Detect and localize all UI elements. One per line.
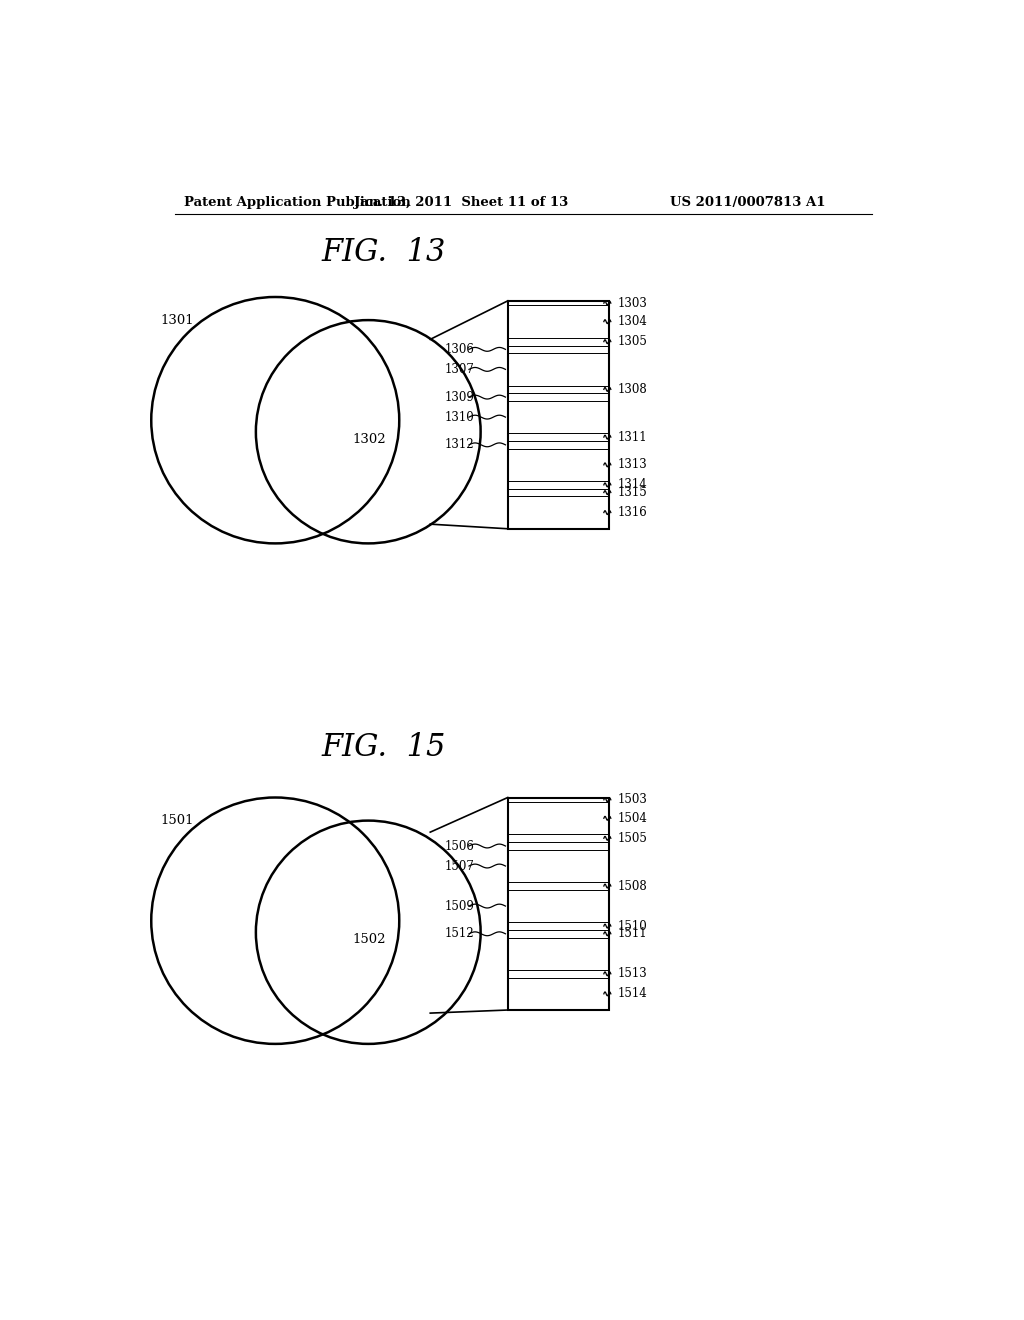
Text: 1505: 1505 — [617, 832, 647, 845]
Text: 1309: 1309 — [444, 391, 474, 404]
Text: 1502: 1502 — [352, 933, 386, 946]
Bar — [508, 929, 608, 937]
Text: FIG.  13: FIG. 13 — [322, 236, 446, 268]
Bar — [508, 937, 608, 970]
Text: 1501: 1501 — [161, 814, 195, 828]
Text: Jan. 13, 2011  Sheet 11 of 13: Jan. 13, 2011 Sheet 11 of 13 — [354, 195, 568, 209]
Text: 1308: 1308 — [617, 383, 647, 396]
Text: 1513: 1513 — [617, 968, 647, 981]
Bar — [508, 488, 608, 496]
Text: FIG.  15: FIG. 15 — [322, 733, 446, 763]
Text: 1315: 1315 — [617, 486, 647, 499]
Bar — [508, 441, 608, 449]
Text: 1311: 1311 — [617, 430, 647, 444]
Bar — [508, 393, 608, 401]
Text: Patent Application Publication: Patent Application Publication — [183, 195, 411, 209]
Text: US 2011/0007813 A1: US 2011/0007813 A1 — [671, 195, 826, 209]
Bar — [508, 834, 608, 842]
Bar — [508, 480, 608, 488]
Bar — [508, 385, 608, 393]
Text: 1307: 1307 — [444, 363, 474, 376]
Bar — [508, 978, 608, 1010]
Text: 1310: 1310 — [444, 411, 474, 424]
Bar — [508, 803, 608, 834]
Bar — [508, 338, 608, 346]
Text: 1512: 1512 — [444, 927, 474, 940]
Text: 1302: 1302 — [352, 433, 386, 446]
Text: 1312: 1312 — [444, 438, 474, 451]
Bar — [508, 354, 608, 385]
Bar — [508, 882, 608, 890]
Text: 1305: 1305 — [617, 335, 647, 348]
Bar — [508, 496, 608, 529]
Text: 1303: 1303 — [617, 297, 647, 310]
Text: 1507: 1507 — [444, 859, 474, 873]
Bar — [508, 346, 608, 354]
Text: 1510: 1510 — [617, 920, 647, 933]
Bar — [508, 842, 608, 850]
Text: 1301: 1301 — [161, 314, 195, 326]
Text: 1508: 1508 — [617, 879, 647, 892]
Text: 1514: 1514 — [617, 987, 647, 1001]
Bar — [508, 923, 608, 929]
Text: 1313: 1313 — [617, 458, 647, 471]
Text: 1306: 1306 — [444, 343, 474, 356]
Text: 1504: 1504 — [617, 812, 647, 825]
Bar — [508, 850, 608, 882]
Text: 1511: 1511 — [617, 927, 647, 940]
Bar — [508, 890, 608, 923]
Bar — [508, 401, 608, 433]
Text: 1304: 1304 — [617, 315, 647, 329]
Bar — [508, 301, 608, 305]
Bar — [508, 449, 608, 480]
Text: 1316: 1316 — [617, 506, 647, 519]
Bar — [508, 797, 608, 1010]
Bar — [508, 305, 608, 338]
Bar — [508, 797, 608, 803]
Bar — [508, 970, 608, 978]
Bar — [508, 301, 608, 529]
Text: 1503: 1503 — [617, 793, 647, 807]
Text: 1506: 1506 — [444, 840, 474, 853]
Bar — [508, 433, 608, 441]
Text: 1314: 1314 — [617, 478, 647, 491]
Text: 1509: 1509 — [444, 899, 474, 912]
